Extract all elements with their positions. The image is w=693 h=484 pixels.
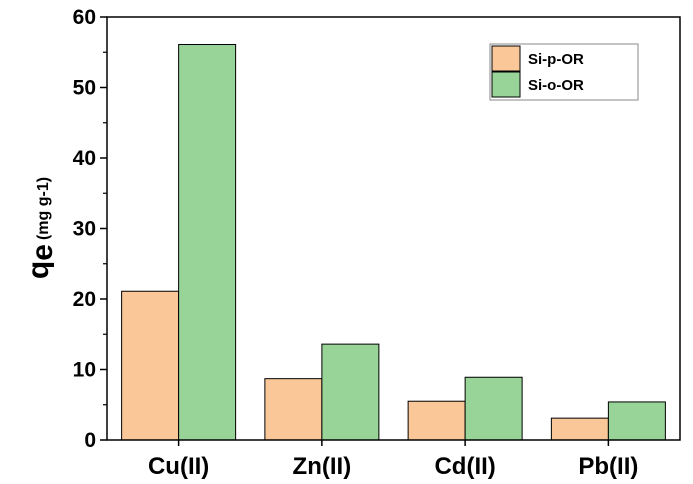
y-tick-label: 0 — [84, 429, 96, 452]
legend-swatch — [491, 71, 521, 98]
y-tick-label: 50 — [73, 77, 96, 100]
x-labels-layer: Cu(II) Zn(II) Cd(II) Pb(II) — [148, 453, 638, 480]
bar-si-o-or-zn-ii — [321, 343, 380, 441]
legend: Si-p-OR Si-o-OR — [489, 43, 639, 101]
bar-si-o-or-pb-ii — [607, 401, 666, 441]
y-axis-title-sub: e — [26, 244, 59, 261]
x-tick-label: Cu(II) — [148, 453, 209, 480]
legend-label: Si-o-OR — [528, 77, 584, 94]
y-tick-label: 60 — [73, 6, 96, 29]
bar-si-p-or-cu-ii — [121, 290, 180, 441]
bar-si-o-or-cd-ii — [464, 376, 523, 441]
bar-si-p-or-cd-ii — [407, 400, 466, 441]
y-tick-label: 30 — [73, 218, 96, 241]
bar-si-o-or-cu-ii — [178, 43, 237, 441]
y-tick-label: 10 — [73, 359, 96, 382]
bars-layer — [121, 43, 666, 441]
x-tick-label: Cd(II) — [434, 453, 495, 480]
legend-swatch — [491, 45, 521, 72]
y-tick-label: 20 — [73, 288, 96, 311]
bar-si-p-or-pb-ii — [550, 417, 609, 441]
y-tick-label: 40 — [73, 147, 96, 170]
y-ticks-layer: 0 10 20 30 40 50 60 — [73, 6, 107, 452]
bar-si-p-or-zn-ii — [264, 378, 323, 441]
y-axis-title: qe (mg g-1) — [22, 177, 59, 279]
y-axis-title-unit: (mg g-1) — [35, 177, 52, 240]
svg-text:qe(mg g-1): qe (mg g-1) — [22, 177, 59, 279]
x-tick-label: Pb(II) — [578, 453, 638, 480]
legend-label: Si-p-OR — [528, 51, 584, 68]
y-axis-title-main: q — [22, 261, 55, 279]
x-tick-label: Zn(II) — [293, 453, 352, 480]
